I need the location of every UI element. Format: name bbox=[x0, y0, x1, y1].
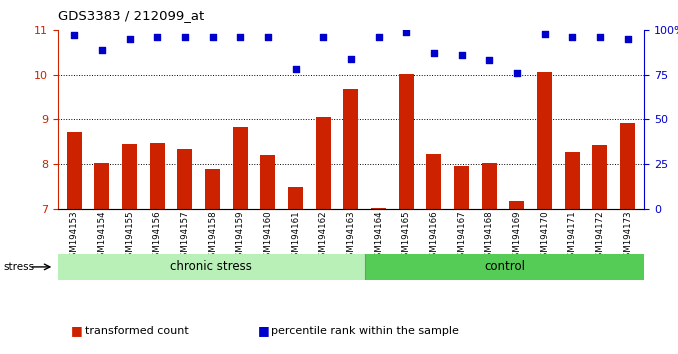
Bar bbox=[565, 152, 580, 209]
Bar bbox=[150, 143, 165, 209]
Text: ■: ■ bbox=[71, 325, 83, 337]
Point bbox=[318, 34, 329, 40]
Bar bbox=[177, 149, 193, 209]
Point bbox=[595, 34, 605, 40]
Point bbox=[345, 56, 357, 62]
Text: chronic stress: chronic stress bbox=[170, 261, 252, 273]
Point bbox=[235, 34, 245, 40]
Point bbox=[207, 34, 218, 40]
Point bbox=[539, 31, 550, 36]
Text: ■: ■ bbox=[258, 325, 269, 337]
Bar bbox=[122, 144, 137, 209]
Point bbox=[484, 58, 495, 63]
Point bbox=[401, 29, 412, 35]
Point bbox=[152, 34, 163, 40]
Bar bbox=[454, 166, 469, 209]
Bar bbox=[620, 122, 635, 209]
Bar bbox=[94, 163, 110, 209]
Bar bbox=[66, 132, 82, 209]
Point bbox=[567, 34, 578, 40]
Bar bbox=[288, 187, 303, 209]
Bar bbox=[592, 145, 607, 209]
Text: GDS3383 / 212099_at: GDS3383 / 212099_at bbox=[58, 9, 204, 22]
Bar bbox=[481, 163, 497, 209]
Bar bbox=[399, 74, 414, 209]
Bar bbox=[537, 72, 552, 209]
Point bbox=[180, 34, 191, 40]
Point bbox=[456, 52, 467, 58]
Point bbox=[124, 36, 135, 42]
Point bbox=[262, 34, 273, 40]
Bar bbox=[260, 155, 275, 209]
Text: control: control bbox=[484, 261, 525, 273]
Bar bbox=[426, 154, 441, 209]
Bar bbox=[371, 208, 386, 209]
Point bbox=[428, 51, 439, 56]
Point bbox=[373, 34, 384, 40]
Bar bbox=[205, 169, 220, 209]
FancyBboxPatch shape bbox=[365, 254, 644, 280]
Bar bbox=[343, 89, 359, 209]
Text: transformed count: transformed count bbox=[85, 326, 188, 336]
Bar bbox=[509, 201, 525, 209]
Point bbox=[290, 67, 301, 72]
Text: percentile rank within the sample: percentile rank within the sample bbox=[271, 326, 459, 336]
Bar bbox=[315, 117, 331, 209]
Point bbox=[96, 47, 107, 53]
Point bbox=[622, 36, 633, 42]
Point bbox=[511, 70, 522, 76]
Point bbox=[68, 33, 79, 38]
Bar bbox=[233, 127, 248, 209]
Text: stress: stress bbox=[3, 262, 35, 272]
FancyBboxPatch shape bbox=[58, 254, 365, 280]
